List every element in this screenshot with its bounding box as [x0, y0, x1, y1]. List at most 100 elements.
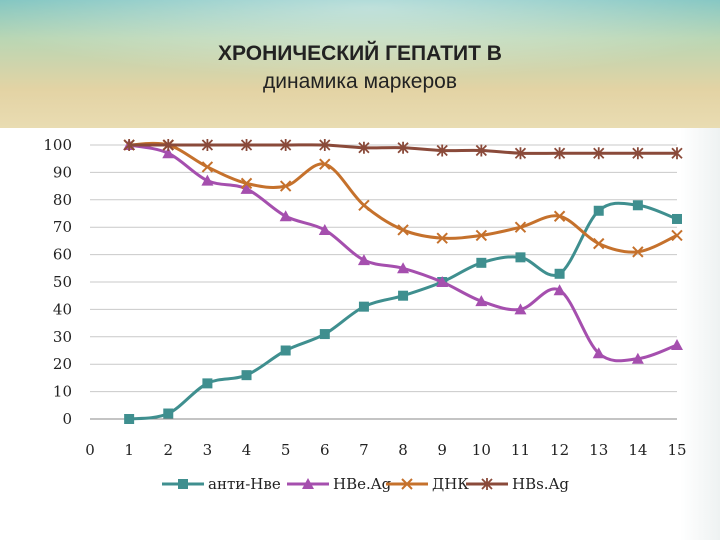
- data-point: [514, 221, 527, 233]
- data-point: [124, 414, 135, 424]
- legend-marker: [401, 478, 413, 490]
- data-point: [553, 284, 566, 296]
- data-point: [397, 141, 409, 154]
- legend-marker: [178, 479, 188, 489]
- data-point: [671, 147, 683, 160]
- banner-decoration: [0, 0, 720, 80]
- data-point: [240, 139, 253, 151]
- data-point: [632, 200, 643, 211]
- title-banner: [0, 0, 720, 128]
- data-point: [319, 139, 331, 151]
- x-tick-label: 2: [163, 441, 173, 459]
- x-tick-label: 6: [320, 441, 330, 459]
- data-point: [357, 254, 370, 266]
- x-tick-label: 4: [242, 441, 252, 459]
- x-tick-label: 1: [124, 441, 134, 459]
- data-point: [201, 174, 214, 186]
- data-point: [240, 177, 253, 190]
- data-point: [162, 147, 175, 159]
- data-point: [553, 147, 566, 160]
- data-point: [553, 210, 566, 222]
- data-point: [358, 301, 369, 312]
- data-point: [162, 139, 174, 151]
- data-point: [672, 213, 682, 224]
- data-point: [593, 237, 605, 250]
- y-tick-label: 0: [62, 410, 72, 428]
- data-point: [279, 210, 292, 222]
- data-point: [123, 139, 135, 151]
- data-point: [515, 252, 526, 263]
- title-line-1: ХРОНИЧЕСКИЙ ГЕПАТИТ В: [218, 42, 502, 65]
- data-point: [593, 147, 605, 160]
- slide-edge-decoration: [680, 128, 720, 540]
- legend-marker: [302, 478, 314, 489]
- data-point: [398, 290, 409, 301]
- data-point: [632, 147, 644, 160]
- data-point: [358, 199, 370, 211]
- y-tick-label: 50: [53, 273, 72, 291]
- y-tick-label: 10: [53, 383, 72, 401]
- data-point: [436, 276, 449, 287]
- series-line: [129, 141, 678, 254]
- data-point: [671, 229, 683, 242]
- legend-label: НВе.Ag: [333, 475, 392, 493]
- data-point: [202, 378, 213, 389]
- data-point: [358, 141, 370, 154]
- series-line: [128, 143, 678, 363]
- data-point: [632, 246, 644, 258]
- x-tick-label: 10: [472, 441, 491, 459]
- data-point: [201, 139, 214, 151]
- data-point: [241, 370, 252, 381]
- x-tick-label: 11: [511, 441, 530, 459]
- x-tick-label: 7: [359, 441, 369, 459]
- y-tick-label: 20: [53, 355, 72, 373]
- data-point: [240, 182, 253, 194]
- y-tick-label: 60: [53, 246, 72, 264]
- x-tick-label: 5: [281, 441, 291, 459]
- data-point: [436, 144, 448, 157]
- x-tick-label: 13: [589, 441, 608, 459]
- x-tick-label: 0: [85, 441, 95, 459]
- y-tick-label: 30: [53, 328, 72, 346]
- y-tick-label: 100: [43, 136, 72, 154]
- data-point: [514, 303, 527, 315]
- data-point: [201, 161, 214, 173]
- data-point: [318, 223, 331, 235]
- legend-label: анти-Нве: [208, 475, 281, 493]
- data-point: [554, 268, 565, 279]
- data-point: [475, 229, 488, 242]
- data-point: [476, 257, 487, 268]
- title-line-2: динамика маркеров: [262, 70, 457, 93]
- data-point: [319, 158, 331, 170]
- data-point: [280, 345, 291, 356]
- legend-label: ДНК: [432, 475, 469, 493]
- data-point: [475, 295, 488, 307]
- slide-title: ХРОНИЧЕСКИЙ ГЕПАТИТ В динамика маркеров: [60, 40, 660, 96]
- data-point: [319, 329, 330, 340]
- data-point: [397, 224, 409, 236]
- data-point: [397, 262, 410, 274]
- data-point: [279, 180, 292, 192]
- data-point: [436, 232, 448, 244]
- data-point: [592, 347, 605, 359]
- data-point: [163, 408, 174, 419]
- data-point: [514, 147, 527, 160]
- data-point: [280, 139, 292, 151]
- y-tick-label: 90: [53, 163, 72, 181]
- x-tick-label: 15: [667, 441, 686, 459]
- x-tick-label: 9: [437, 441, 447, 459]
- x-tick-label: 14: [628, 441, 647, 459]
- data-point: [671, 339, 683, 351]
- x-tick-label: 12: [550, 441, 569, 459]
- x-tick-label: 3: [203, 441, 213, 459]
- legend-label: HBs.Ag: [512, 475, 569, 493]
- data-point: [593, 205, 604, 216]
- y-tick-label: 70: [53, 218, 72, 236]
- x-tick-label: 8: [398, 441, 408, 459]
- y-tick-label: 40: [53, 300, 72, 318]
- data-point: [475, 144, 487, 157]
- y-tick-label: 80: [53, 191, 72, 209]
- legend-marker: [481, 478, 493, 490]
- data-point: [631, 352, 644, 364]
